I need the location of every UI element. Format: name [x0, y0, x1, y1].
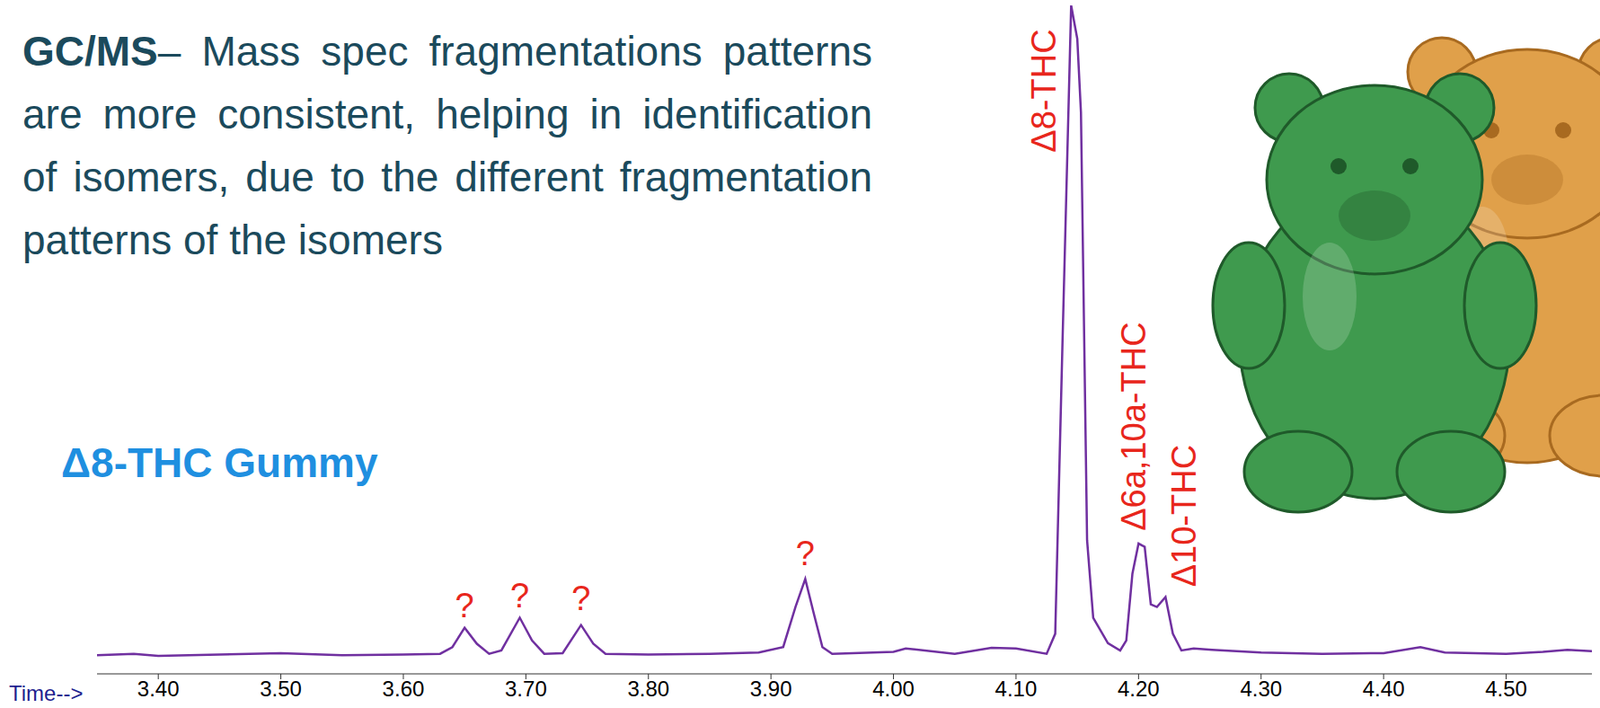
- html-text:GC/MS – Mass spec fragmentatio: GC/MS – Mass spec fragmentations pattern…: [22, 27, 873, 264]
- svg-text:3.70: 3.70: [504, 676, 548, 701]
- svg-text:3.40: 3.40: [137, 676, 180, 701]
- svg-text:4.30: 4.30: [1239, 676, 1282, 701]
- svg-text:?: ?: [510, 576, 530, 615]
- svg-text:4.00: 4.00: [872, 676, 915, 701]
- svg-text:3.90: 3.90: [750, 676, 793, 701]
- svg-text:3.80: 3.80: [627, 676, 670, 701]
- svg-text:Δ8-THC: Δ8-THC: [1025, 28, 1063, 152]
- svg-text:?: ?: [455, 586, 475, 625]
- svg-text:4.40: 4.40: [1362, 676, 1406, 701]
- html-text:Δ8-THC Gummy: Δ8-THC Gummy: [61, 439, 378, 487]
- svg-text:4.10: 4.10: [995, 676, 1038, 701]
- svg-text:4.50: 4.50: [1485, 676, 1528, 701]
- svg-text:4.20: 4.20: [1117, 676, 1160, 701]
- svg-text:3.60: 3.60: [382, 676, 425, 701]
- html-text:Time-->: Time-->: [8, 680, 84, 706]
- svg-text:?: ?: [795, 534, 815, 573]
- svg-text:Δ6a,10a-THC: Δ6a,10a-THC: [1114, 321, 1153, 531]
- svg-text:Δ10-THC: Δ10-THC: [1165, 444, 1203, 587]
- svg-text:3.50: 3.50: [259, 676, 302, 701]
- svg-text:?: ?: [571, 579, 591, 618]
